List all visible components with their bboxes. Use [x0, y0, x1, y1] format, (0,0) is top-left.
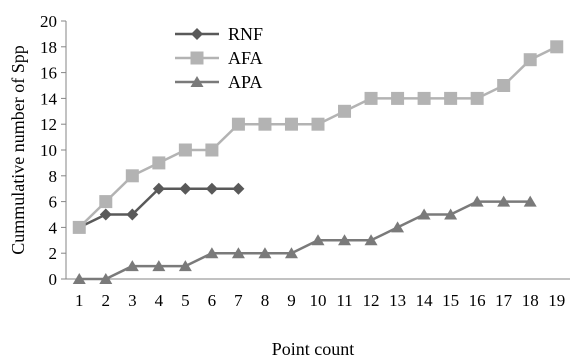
apa-point [338, 234, 352, 246]
legend-item-afa: AFA [175, 48, 263, 68]
y-axis-title: Cummulative number of Spp [8, 45, 28, 254]
x-tick-label: 6 [208, 291, 217, 310]
afa-point [497, 79, 511, 92]
afa-point [391, 91, 405, 105]
y-tick-label: 2 [49, 244, 58, 263]
series-afa [72, 40, 564, 234]
apa-point [391, 221, 405, 233]
x-tick-label: 19 [548, 291, 565, 310]
apa-point [258, 247, 272, 259]
y-tick-label: 0 [49, 270, 58, 289]
y-tick-label: 12 [40, 115, 57, 134]
afa-point [417, 91, 431, 105]
y-tick-label: 18 [40, 38, 57, 57]
afa-line [78, 45, 558, 229]
apa-point [125, 260, 139, 272]
apa-point [311, 234, 325, 246]
apa-point [364, 234, 378, 246]
afa-point [125, 169, 139, 183]
x-axis-title: Point count [272, 339, 355, 359]
y-tick-label: 8 [49, 167, 58, 186]
apa-point [205, 247, 219, 259]
afa-point [444, 91, 458, 105]
x-tick-label: 5 [181, 291, 190, 310]
afa-point [550, 40, 564, 54]
afa-point [284, 117, 298, 131]
apa-point [284, 247, 298, 259]
rnf-point [179, 182, 192, 195]
apa-line [79, 200, 531, 281]
rnf-point [232, 182, 245, 195]
y-tick-label: 4 [49, 218, 58, 237]
afa-point [364, 91, 378, 105]
legend-marker [191, 28, 203, 40]
rnf-point [99, 208, 112, 221]
x-tick-label: 1 [75, 291, 84, 310]
afa-point [99, 195, 113, 209]
apa-point [523, 195, 537, 207]
apa-point [497, 195, 511, 207]
afa-point [178, 143, 192, 157]
legend-item-apa: APA [175, 72, 262, 92]
x-tick-label: 17 [495, 291, 513, 310]
apa-point [72, 273, 86, 284]
legend-label: RNF [228, 24, 263, 44]
x-tick-label: 3 [128, 291, 137, 310]
afa-point [523, 53, 537, 67]
x-tick-label: 14 [416, 291, 434, 310]
legend-label: APA [228, 72, 262, 92]
x-tick-label: 4 [155, 291, 164, 310]
x-tick-label: 11 [336, 291, 352, 310]
legend-label: AFA [228, 48, 263, 68]
series-apa [72, 195, 537, 284]
afa-point [338, 104, 352, 118]
apa-point [417, 208, 431, 220]
apa-point [231, 247, 245, 259]
x-tick-label: 15 [442, 291, 459, 310]
x-tick-label: 7 [234, 291, 243, 310]
rnf-point [126, 208, 139, 221]
afa-point [231, 117, 245, 131]
x-tick-label: 8 [261, 291, 270, 310]
afa-point [152, 156, 166, 170]
legend-item-rnf: RNF [175, 24, 263, 44]
apa-point [444, 208, 458, 220]
x-tick-label: 13 [389, 291, 406, 310]
rnf-point [152, 182, 165, 195]
afa-point [258, 117, 272, 131]
x-tick-label: 12 [363, 291, 380, 310]
afa-point [72, 220, 86, 234]
apa-point [99, 273, 113, 284]
apa-point [178, 260, 192, 272]
x-tick-label: 16 [469, 291, 486, 310]
x-tick-label: 10 [310, 291, 327, 310]
afa-point [311, 117, 325, 131]
legend-marker [190, 51, 204, 65]
x-tick-label: 9 [287, 291, 296, 310]
y-tick-label: 10 [40, 141, 57, 160]
x-tick-label: 18 [522, 291, 539, 310]
rnf-point [205, 182, 218, 195]
y-tick-label: 16 [40, 64, 57, 83]
y-tick-label: 6 [49, 193, 58, 212]
legend-marker [190, 76, 204, 87]
afa-point [470, 91, 484, 105]
apa-point [152, 260, 166, 272]
apa-point [470, 195, 484, 207]
afa-point [205, 143, 219, 157]
y-tick-label: 20 [40, 12, 57, 31]
series-rnf [73, 182, 245, 234]
y-tick-label: 14 [40, 89, 58, 108]
x-tick-label: 2 [102, 291, 111, 310]
